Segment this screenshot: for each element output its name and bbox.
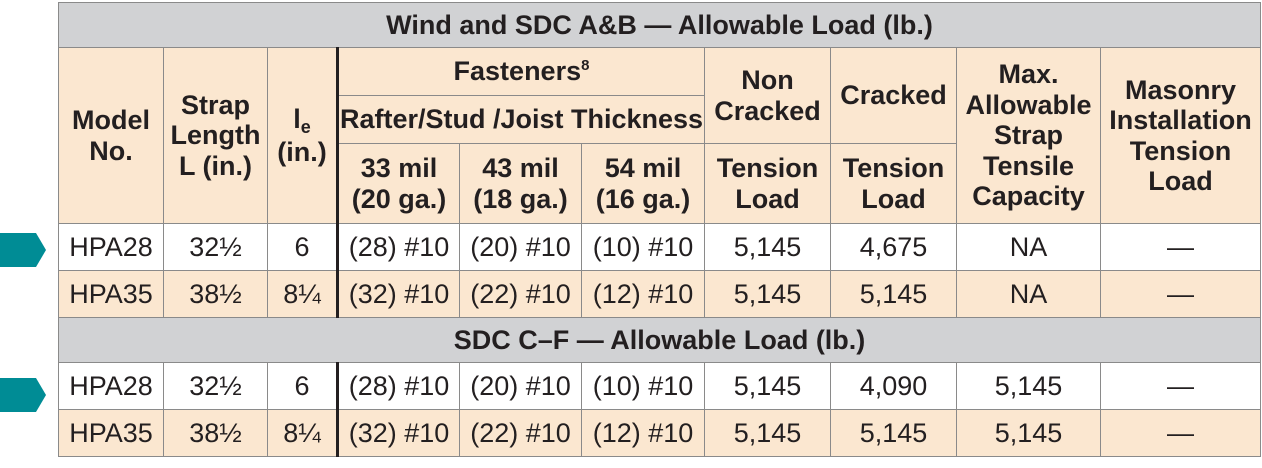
cell-le: 6 xyxy=(267,223,338,271)
cell-max: NA xyxy=(956,223,1101,271)
table-row: HPA35 38½ 8¼ (32) #10 (22) #10 (12) #10 … xyxy=(58,270,1262,318)
cell-f43: (22) #10 xyxy=(459,409,582,457)
arrow-marker-icon xyxy=(0,233,46,267)
cell-le: 8¼ xyxy=(267,270,338,318)
cell-model: HPA28 xyxy=(58,362,164,410)
cell-f43: (22) #10 xyxy=(459,270,582,318)
cell-length: 32½ xyxy=(163,223,268,271)
cell-f33: (28) #10 xyxy=(336,223,460,271)
cell-noncracked: 5,145 xyxy=(704,362,831,410)
header-le-sub: e xyxy=(300,116,311,137)
cell-f54: (12) #10 xyxy=(581,409,705,457)
header-thickness: Rafter/Stud /Joist Thickness xyxy=(336,95,705,144)
cell-masonry: — xyxy=(1099,362,1262,410)
cell-f33: (32) #10 xyxy=(336,270,460,318)
cell-le: 8¼ xyxy=(267,409,338,457)
section-title-wind: Wind and SDC A&B — Allowable Load (lb.) xyxy=(57,2,1262,48)
cell-cracked: 4,090 xyxy=(830,362,957,410)
cell-cracked: 4,675 xyxy=(830,223,957,271)
section-title-sdc: SDC C–F — Allowable Load (lb.) xyxy=(57,317,1262,363)
header-strap-length: Strap Length L (in.) xyxy=(163,47,268,224)
cell-length: 32½ xyxy=(163,362,268,410)
header-le: le (in.) xyxy=(267,47,338,224)
cell-model: HPA35 xyxy=(58,409,164,457)
header-fasteners-label: Fasteners xyxy=(453,56,582,87)
cell-le: 6 xyxy=(267,362,338,410)
header-cracked: Cracked xyxy=(830,47,957,144)
table-row: HPA35 38½ 8¼ (32) #10 (22) #10 (12) #10 … xyxy=(58,409,1262,457)
cell-noncracked: 5,145 xyxy=(704,270,831,318)
header-54mil: 54 mil (16 ga.) xyxy=(581,143,705,224)
header-le-main: l xyxy=(293,103,301,134)
cell-f43: (20) #10 xyxy=(459,362,582,410)
arrow-marker-icon xyxy=(0,378,46,412)
header-noncracked-tension: Tension Load xyxy=(704,143,831,224)
cell-length: 38½ xyxy=(163,409,268,457)
load-table-container: Wind and SDC A&B — Allowable Load (lb.) … xyxy=(57,2,1262,466)
table-row: HPA28 32½ 6 (28) #10 (20) #10 (10) #10 5… xyxy=(58,223,1262,271)
header-cracked-tension: Tension Load xyxy=(830,143,957,224)
cell-masonry: — xyxy=(1099,223,1262,271)
cell-masonry: — xyxy=(1099,270,1262,318)
header-fasteners-footnote: 8 xyxy=(581,57,590,75)
header-masonry: Masonry Installation Tension Load xyxy=(1099,47,1262,224)
cell-max: 5,145 xyxy=(956,362,1101,410)
cell-cracked: 5,145 xyxy=(830,270,957,318)
cell-f54: (10) #10 xyxy=(581,223,705,271)
cell-masonry: — xyxy=(1099,409,1262,457)
cell-model: HPA35 xyxy=(58,270,164,318)
cell-noncracked: 5,145 xyxy=(704,223,831,271)
header-43mil: 43 mil (18 ga.) xyxy=(459,143,582,224)
cell-max: NA xyxy=(956,270,1101,318)
header-33mil: 33 mil (20 ga.) xyxy=(336,143,460,224)
header-model: Model No. xyxy=(58,47,164,224)
cell-max: 5,145 xyxy=(956,409,1101,457)
table-row: HPA28 32½ 6 (28) #10 (20) #10 (10) #10 5… xyxy=(58,362,1262,410)
header-fasteners: Fasteners8 xyxy=(336,47,705,96)
header-max-strap: Max. Allowable Strap Tensile Capacity xyxy=(956,47,1101,224)
cell-f54: (10) #10 xyxy=(581,362,705,410)
header-noncracked: Non Cracked xyxy=(704,47,831,144)
cell-length: 38½ xyxy=(163,270,268,318)
cell-f54: (12) #10 xyxy=(581,270,705,318)
cell-noncracked: 5,145 xyxy=(704,409,831,457)
cell-f33: (32) #10 xyxy=(336,409,460,457)
cell-model: HPA28 xyxy=(58,223,164,271)
header-le-unit: (in.) xyxy=(277,136,327,167)
cell-cracked: 5,145 xyxy=(830,409,957,457)
load-table: Wind and SDC A&B — Allowable Load (lb.) … xyxy=(57,2,1262,457)
cell-f43: (20) #10 xyxy=(459,223,582,271)
cell-f33: (28) #10 xyxy=(336,362,460,410)
